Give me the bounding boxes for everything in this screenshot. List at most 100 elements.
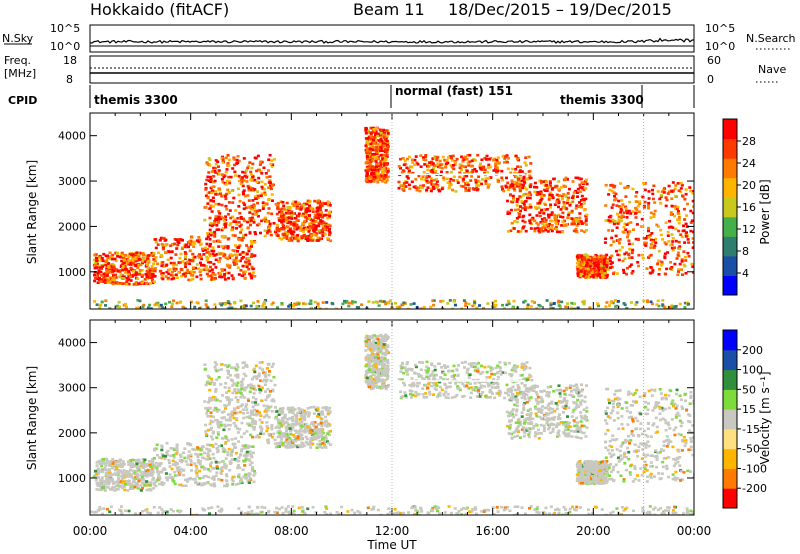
echo-cell [183,274,187,278]
echo-cell [603,275,607,279]
echo-cell [378,175,382,178]
echo-cell [640,217,644,221]
echo-cell [486,171,490,174]
echo-cell [458,166,462,170]
echo-cell [486,166,490,169]
echo-cell [378,162,382,166]
colorbar-swatch [723,236,737,257]
echo-cell [588,257,592,260]
echo-cell [227,386,231,390]
echo-cell [555,193,559,197]
echo-cell [536,226,540,230]
colorbar-tick-label: 12 [742,223,756,236]
echo-cell [168,476,172,479]
echo-cell [265,429,269,433]
echo-cell [172,299,175,302]
echo-cell [467,187,471,190]
echo-cell [149,282,153,285]
echo-cell [123,271,127,275]
echo-cell [235,227,238,230]
echo-cell [264,398,268,402]
echo-cell [245,415,249,419]
echo-cell [242,372,246,376]
echo-cell [172,480,176,483]
echo-cell [328,210,332,214]
echo-cell [219,252,222,256]
echo-cell [290,214,294,217]
echo-cell [96,264,100,268]
echo-cell [95,303,99,306]
echo-cell [226,162,230,165]
echo-cell [471,187,475,190]
echo-cell [265,378,269,382]
echo-cell [385,153,389,156]
echo-cell [95,256,98,260]
echo-cell [380,149,384,153]
echo-cell [372,146,376,149]
echo-cell [116,255,120,258]
echo-cell [260,361,264,364]
echo-cell [202,253,206,256]
echo-cell [651,269,655,272]
echo-cell [454,190,458,193]
echo-cell [147,254,151,257]
echo-cell [669,261,673,264]
echo-cell [430,160,434,164]
echo-cell [287,212,291,215]
echo-cell [128,275,132,279]
echo-cell [223,278,227,281]
echo-cell [187,240,191,243]
echo-cell [132,479,136,483]
echo-cell [372,128,376,131]
echo-cell [624,251,628,254]
echo-cell [595,269,599,272]
echo-cell [377,164,381,167]
echo-cell [611,229,614,232]
echo-cell [299,229,303,232]
echo-cell [247,399,250,403]
echo-cell [115,467,119,471]
echo-cell [435,180,439,183]
echo-cell [427,175,431,178]
echo-cell [324,307,328,309]
echo-cell [519,179,522,183]
echo-cell [386,170,390,173]
echo-cell [228,181,232,185]
echo-cell [577,205,581,209]
echo-cell [484,177,488,180]
echo-cell [228,209,232,212]
echo-cell [418,189,422,193]
echo-cell [583,261,587,265]
echo-cell [211,246,215,249]
echo-cell [108,307,112,309]
echo-cell [310,221,314,224]
echo-cell [280,227,283,231]
echo-cell [245,180,249,183]
echo-cell [245,422,249,426]
echo-cell [396,305,400,309]
echo-cell [613,221,617,225]
echo-cell [570,222,574,225]
echo-cell [471,168,475,172]
echo-cell [234,483,238,486]
echo-cell [466,171,470,175]
echo-cell [213,484,217,488]
echo-cell [196,455,200,458]
echo-cell [196,482,200,485]
echo-cell [208,269,212,273]
echo-cell [267,198,271,201]
echo-cell [129,279,133,282]
echo-cell [282,236,286,239]
echo-cell [382,128,386,132]
colorbar-swatch [723,119,737,140]
echo-cell [317,199,320,202]
echo-cell [131,469,135,473]
echo-cell [576,265,580,269]
echo-cell [621,203,625,206]
echo-cell [226,213,230,216]
echo-cell [376,176,380,179]
echo-cell [287,216,291,219]
echo-cell [100,476,104,479]
echo-cell [208,228,212,232]
